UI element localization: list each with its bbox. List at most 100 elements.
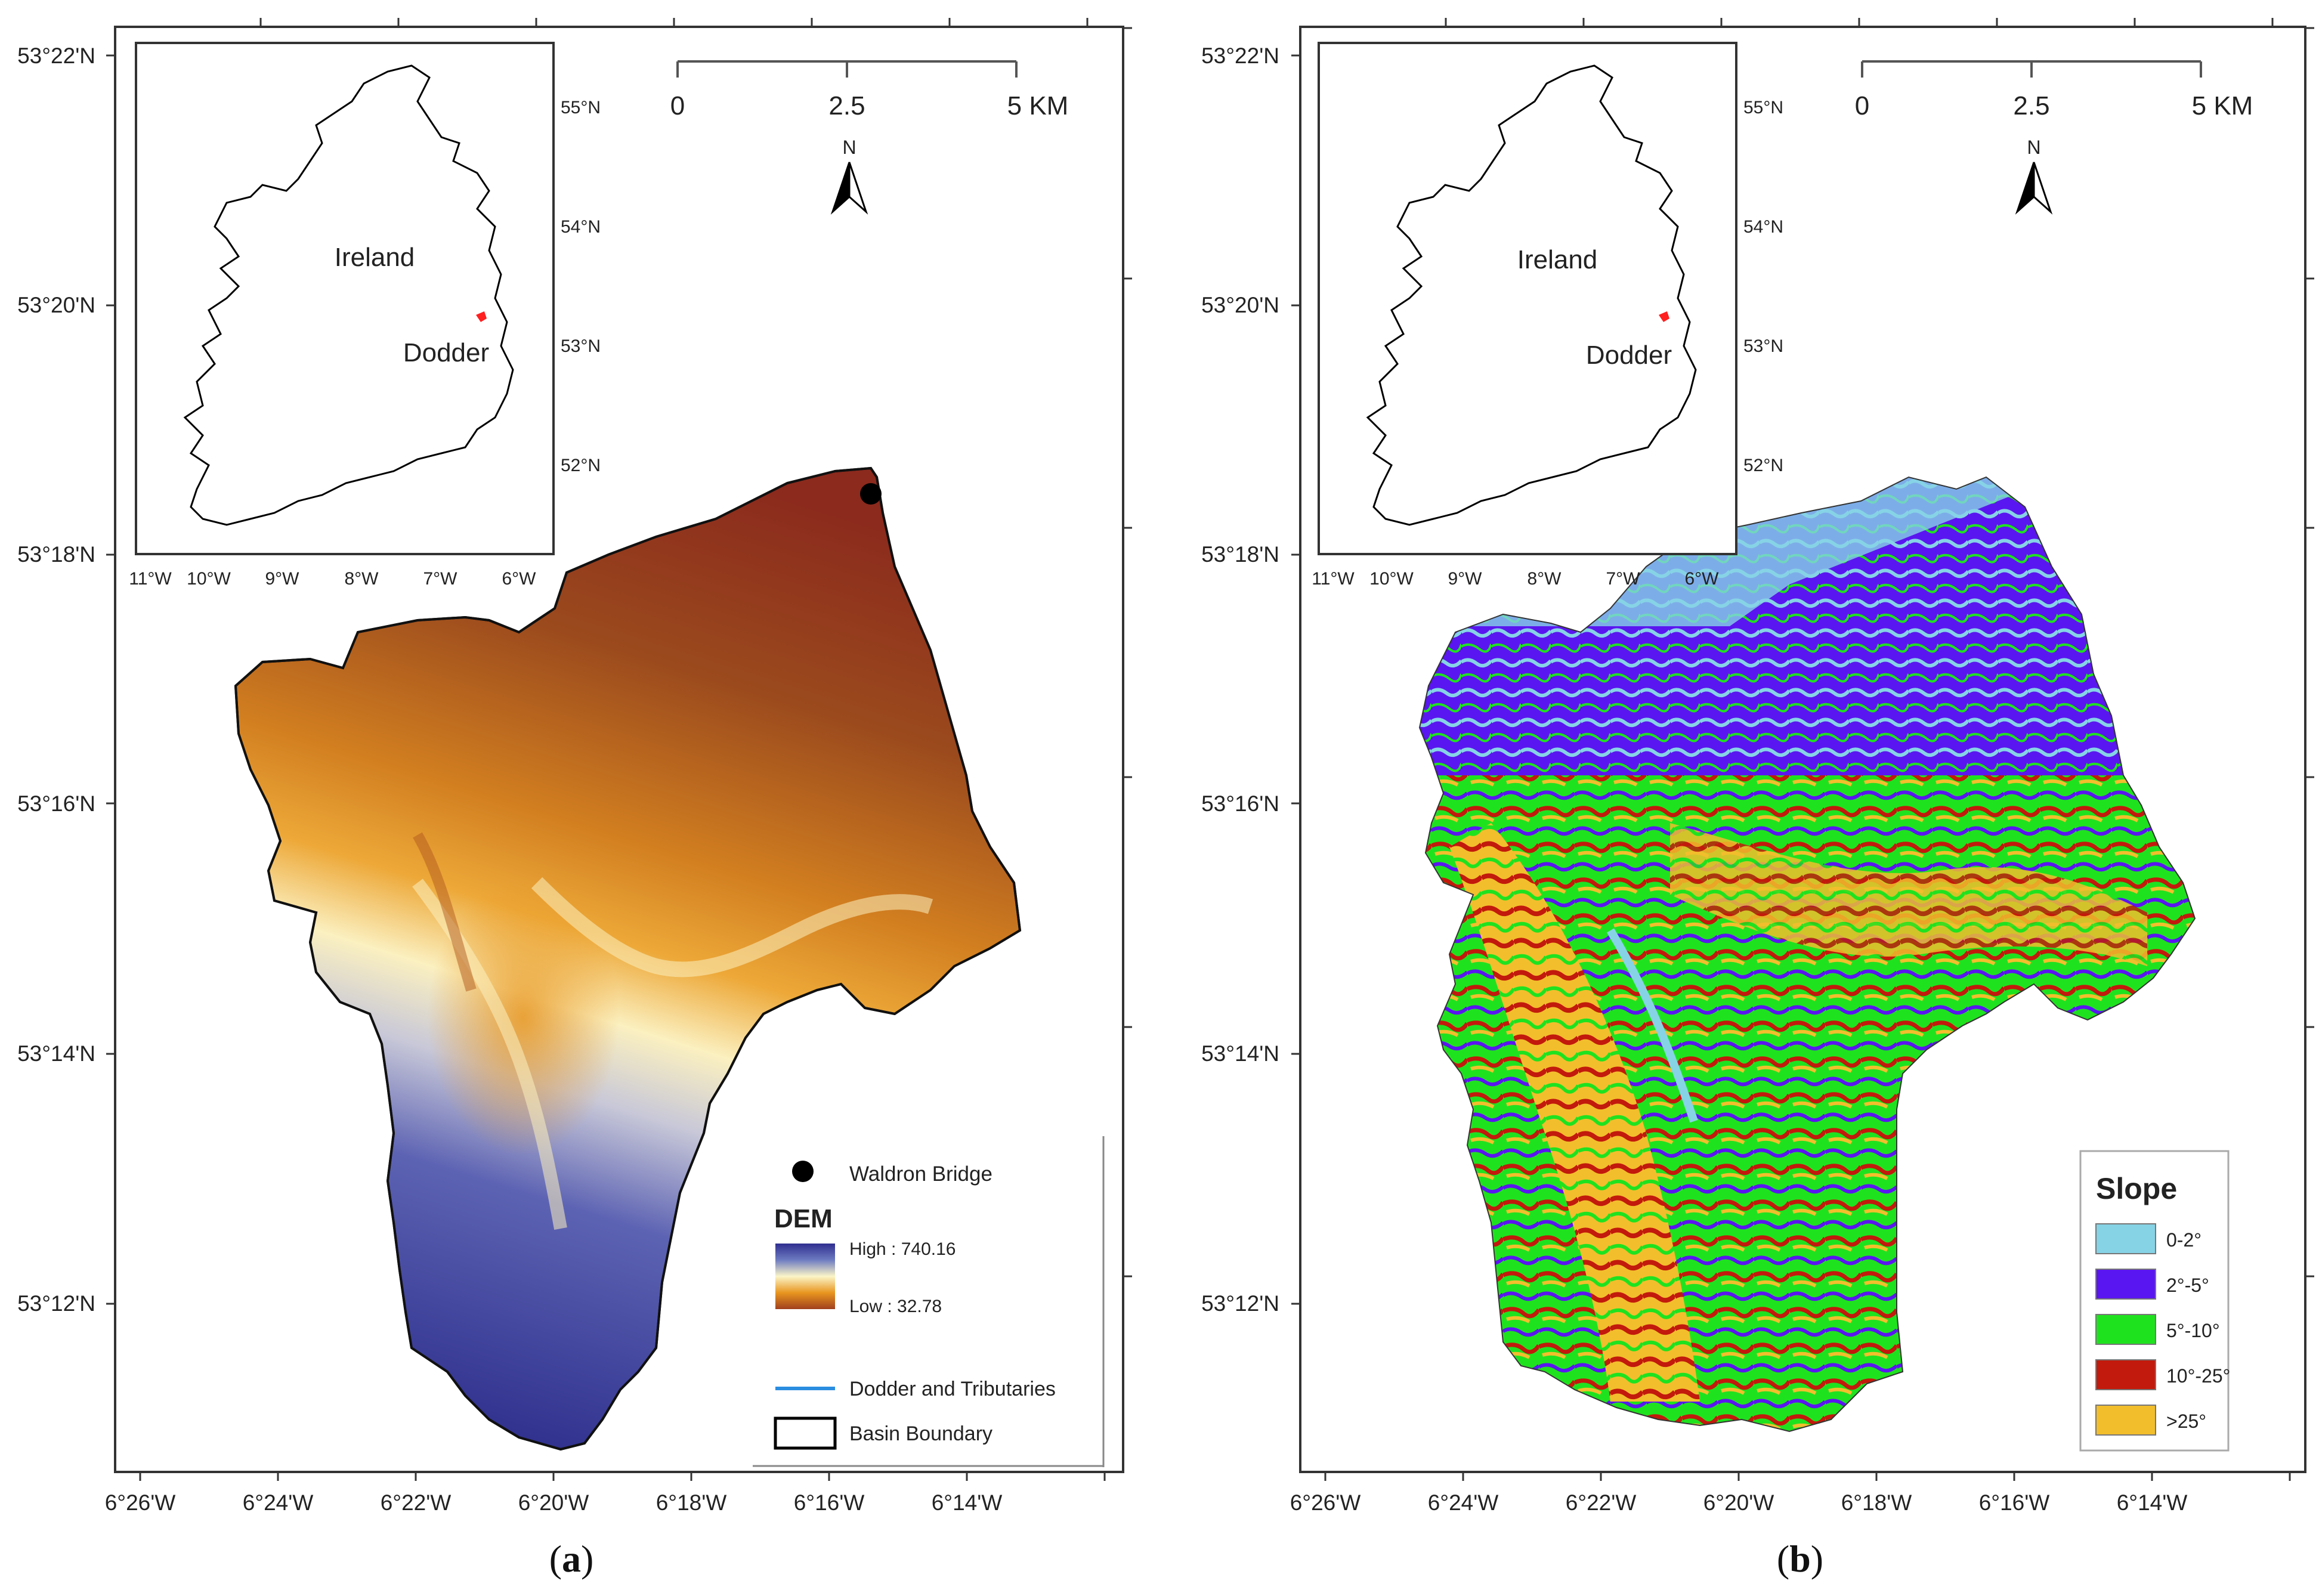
- legend-title: Slope: [2096, 1172, 2177, 1205]
- slope-legend-items: 0-2° 2°-5° 5°-10° 10°-25° >25°: [2095, 1223, 2230, 1436]
- inset-lon-label: 6°W: [1685, 569, 1720, 589]
- inset-lat-label: 55°N: [1743, 98, 1783, 117]
- inset-lat-label: 54°N: [561, 217, 601, 237]
- frame-ticks: [106, 18, 1132, 1481]
- inset-lon-label: 10°W: [1369, 569, 1414, 589]
- slope-class-label: 5°-10°: [2166, 1320, 2220, 1341]
- lon-labels: 6°26'W 6°24'W 6°22'W 6°20'W 6°18'W 6°16'…: [1290, 1490, 2188, 1515]
- slope-class-swatch: [2095, 1269, 2156, 1300]
- inset-map: Ireland Dodder 55°N 54°N 53°N 52°N 11°W …: [1312, 42, 1783, 589]
- inset-basin-label: Dodder: [1586, 341, 1672, 370]
- scale-label: 5 KM: [2192, 91, 2253, 120]
- ireland-outline: [1366, 64, 1697, 526]
- inset-lat-label: 52°N: [1743, 456, 1783, 475]
- lon-label: 6°16'W: [1979, 1490, 2050, 1515]
- panel-caption: (b): [1777, 1538, 1823, 1580]
- legend: Waldron Bridge DEM High : 740.16 Low : 3…: [753, 1136, 1105, 1467]
- inset-lat-label: 52°N: [561, 456, 601, 475]
- lat-label: 53°16'N: [1201, 791, 1279, 816]
- inset-lon-label: 11°W: [129, 569, 172, 589]
- legend-river-label: Dodder and Tributaries: [849, 1378, 1056, 1400]
- legend-dem-title: DEM: [774, 1204, 833, 1233]
- inset-lon-label: 8°W: [1528, 569, 1562, 589]
- inset-lon-label: 9°W: [1448, 569, 1483, 589]
- inset-lon-labels: 11°W 10°W 9°W 8°W 7°W 6°W: [1312, 569, 1719, 589]
- inset-map: Ireland Dodder 55°N 54°N 53°N 52°N 11°W …: [129, 42, 601, 589]
- ireland-outline: [183, 64, 514, 526]
- lon-label: 6°18'W: [656, 1490, 727, 1515]
- lon-label: 6°20'W: [518, 1490, 589, 1515]
- slope-class-label: 10°-25°: [2166, 1365, 2230, 1387]
- scale-label: 5 KM: [1007, 91, 1069, 120]
- lon-label: 6°24'W: [243, 1490, 314, 1515]
- lon-label: 6°26'W: [105, 1490, 176, 1515]
- slope-class-swatch: [2095, 1359, 2156, 1390]
- lat-label: 53°18'N: [17, 542, 95, 567]
- north-label: N: [2027, 137, 2040, 158]
- legend-dem-high: High : 740.16: [849, 1239, 956, 1259]
- scale-label: 0: [1855, 91, 1869, 120]
- slope-class-label: 2°-5°: [2166, 1275, 2209, 1296]
- inset-lon-label: 8°W: [345, 569, 379, 589]
- inset-lat-label: 54°N: [1743, 217, 1783, 237]
- dodder-basin-marker: [1659, 311, 1669, 322]
- slope-class-swatch: [2095, 1405, 2156, 1436]
- lon-label: 6°14'W: [932, 1490, 1003, 1515]
- lon-label: 6°18'W: [1841, 1490, 1912, 1515]
- inset-lat-labels: 55°N 54°N 53°N 52°N: [561, 98, 601, 475]
- lon-label: 6°16'W: [794, 1490, 865, 1515]
- inset-basin-label: Dodder: [403, 338, 489, 367]
- inset-lat-label: 53°N: [1743, 336, 1783, 356]
- slope-class-swatch: [2095, 1314, 2156, 1345]
- lat-label: 53°16'N: [17, 791, 95, 816]
- lon-label: 6°22'W: [1566, 1490, 1637, 1515]
- lon-label: 6°24'W: [1428, 1490, 1499, 1515]
- scale-bar: 0 2.5 5 KM: [1855, 60, 2253, 120]
- inset-country-label: Ireland: [335, 243, 415, 272]
- inset-lon-label: 11°W: [1312, 569, 1355, 589]
- inset-lat-label: 55°N: [561, 98, 601, 117]
- dem-color-ramp: [775, 1244, 835, 1309]
- slope-class-label: 0-2°: [2166, 1229, 2201, 1251]
- panel-b: 53°22'N 53°20'N 53°18'N 53°16'N 53°14'N …: [1201, 18, 2314, 1580]
- lat-label: 53°12'N: [1201, 1291, 1279, 1316]
- lat-labels: 53°22'N 53°20'N 53°18'N 53°16'N 53°14'N …: [1201, 44, 1279, 1316]
- legend-station-label: Waldron Bridge: [849, 1162, 992, 1186]
- lat-label: 53°12'N: [17, 1291, 95, 1316]
- lat-label: 53°20'N: [17, 293, 95, 317]
- legend-box: [2079, 1150, 2230, 1452]
- scale-label: 0: [670, 91, 685, 120]
- lat-label: 53°22'N: [1201, 44, 1279, 68]
- map-frame: [1299, 26, 2306, 1473]
- legend: Slope 0-2° 2°-5° 5°-10° 10°-25° >25°: [2079, 1150, 2230, 1452]
- inset-lon-label: 10°W: [187, 569, 231, 589]
- station-symbol: [792, 1161, 814, 1182]
- inset-lon-label: 6°W: [502, 569, 537, 589]
- boundary-symbol: [774, 1416, 837, 1450]
- legend-boundary-label: Basin Boundary: [849, 1422, 992, 1445]
- lat-label: 53°20'N: [1201, 293, 1279, 317]
- panel-a: 53°22'N 53°20'N 53°18'N 53°16'N 53°14'N …: [17, 18, 1132, 1580]
- lon-label: 6°26'W: [1290, 1490, 1361, 1515]
- north-arrow-icon: N: [2015, 137, 2053, 215]
- lon-label: 6°14'W: [2117, 1490, 2188, 1515]
- waldron-bridge-marker: [860, 483, 882, 505]
- inset-lat-label: 53°N: [561, 336, 601, 356]
- lat-label: 53°14'N: [1201, 1041, 1279, 1066]
- lat-label: 53°14'N: [17, 1041, 95, 1066]
- scale-label: 2.5: [2013, 91, 2049, 120]
- inset-lon-label: 9°W: [265, 569, 300, 589]
- inset-lon-labels: 11°W 10°W 9°W 8°W 7°W 6°W: [129, 569, 536, 589]
- north-arrow-icon: N: [830, 137, 868, 215]
- inset-frame: [1318, 42, 1737, 555]
- inset-lat-labels: 55°N 54°N 53°N 52°N: [1743, 98, 1783, 475]
- lon-label: 6°22'W: [381, 1490, 452, 1515]
- legend-dem-low: Low : 32.78: [849, 1297, 942, 1316]
- panel-caption: (a): [549, 1538, 594, 1580]
- slope-class-swatch: [2095, 1223, 2156, 1254]
- frame-ticks: [1291, 18, 2314, 1481]
- lat-label: 53°18'N: [1201, 542, 1279, 567]
- lon-labels: 6°26'W 6°24'W 6°22'W 6°20'W 6°18'W 6°16'…: [105, 1490, 1003, 1515]
- inset-lon-label: 7°W: [423, 569, 458, 589]
